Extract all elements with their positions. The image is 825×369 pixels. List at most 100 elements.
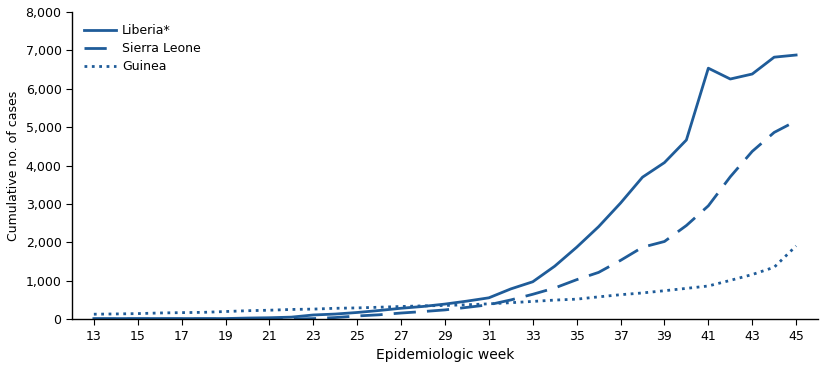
Guinea [440, 303, 450, 308]
Sierra Leone [594, 270, 604, 275]
Liberia* [769, 55, 779, 59]
Guinea [506, 300, 516, 305]
Guinea [528, 299, 538, 304]
Guinea [396, 304, 406, 309]
Sierra Leone [177, 317, 186, 321]
Liberia* [330, 312, 340, 316]
Liberia* [309, 313, 318, 317]
Liberia* [549, 264, 559, 268]
Legend: Liberia*, Sierra Leone, Guinea: Liberia*, Sierra Leone, Guinea [78, 18, 207, 80]
Liberia* [133, 316, 143, 321]
Sierra Leone [681, 223, 691, 228]
Liberia* [704, 66, 714, 70]
Liberia* [725, 77, 735, 81]
Sierra Leone [286, 317, 296, 321]
Liberia* [396, 306, 406, 310]
Guinea [177, 310, 186, 315]
Sierra Leone [111, 317, 120, 321]
Guinea [704, 284, 714, 288]
Sierra Leone [243, 317, 252, 321]
Guinea [243, 308, 252, 313]
Liberia* [265, 315, 275, 320]
Guinea [220, 309, 230, 314]
Guinea [747, 272, 757, 277]
Sierra Leone [133, 317, 143, 321]
Sierra Leone [572, 277, 582, 282]
Liberia* [506, 287, 516, 291]
Guinea [309, 307, 318, 311]
Guinea [725, 278, 735, 283]
Sierra Leone [199, 317, 209, 321]
Line: Guinea: Guinea [94, 246, 796, 314]
Sierra Leone [484, 303, 494, 307]
Liberia* [199, 316, 209, 321]
Liberia* [111, 316, 120, 321]
Guinea [418, 304, 428, 308]
Guinea [659, 289, 669, 293]
Line: Liberia*: Liberia* [94, 55, 796, 318]
Liberia* [747, 72, 757, 76]
Guinea [155, 311, 165, 315]
Guinea [265, 308, 275, 313]
Sierra Leone [309, 316, 318, 321]
Liberia* [681, 138, 691, 142]
Sierra Leone [375, 313, 384, 317]
Sierra Leone [615, 258, 625, 263]
Guinea [791, 244, 801, 248]
Guinea [681, 286, 691, 290]
Sierra Leone [549, 286, 559, 290]
Liberia* [243, 316, 252, 320]
Guinea [462, 303, 472, 307]
Guinea [89, 312, 99, 317]
Guinea [549, 298, 559, 302]
Liberia* [572, 245, 582, 249]
X-axis label: Epidemiologic week: Epidemiologic week [376, 348, 514, 362]
Sierra Leone [791, 119, 801, 123]
Sierra Leone [155, 317, 165, 321]
Liberia* [484, 296, 494, 300]
Sierra Leone [462, 305, 472, 310]
Sierra Leone [769, 130, 779, 135]
Sierra Leone [418, 309, 428, 314]
Guinea [769, 265, 779, 269]
Liberia* [528, 280, 538, 284]
Liberia* [638, 175, 648, 179]
Liberia* [155, 316, 165, 321]
Sierra Leone [265, 317, 275, 321]
Liberia* [440, 302, 450, 306]
Guinea [638, 291, 648, 295]
Liberia* [615, 201, 625, 205]
Guinea [594, 294, 604, 299]
Sierra Leone [747, 149, 757, 154]
Sierra Leone [396, 311, 406, 315]
Sierra Leone [89, 317, 99, 321]
Liberia* [89, 316, 99, 321]
Guinea [111, 312, 120, 316]
Liberia* [659, 161, 669, 165]
Sierra Leone [330, 315, 340, 320]
Guinea [352, 306, 362, 310]
Liberia* [462, 299, 472, 303]
Guinea [330, 306, 340, 310]
Guinea [572, 297, 582, 301]
Sierra Leone [220, 317, 230, 321]
Sierra Leone [659, 239, 669, 244]
Liberia* [594, 224, 604, 229]
Guinea [199, 310, 209, 314]
Sierra Leone [352, 314, 362, 318]
Sierra Leone [704, 204, 714, 208]
Sierra Leone [506, 298, 516, 302]
Guinea [286, 307, 296, 312]
Sierra Leone [725, 175, 735, 179]
Guinea [484, 301, 494, 306]
Guinea [133, 311, 143, 316]
Guinea [615, 293, 625, 297]
Sierra Leone [638, 245, 648, 249]
Sierra Leone [440, 308, 450, 312]
Guinea [375, 305, 384, 310]
Liberia* [375, 308, 384, 313]
Liberia* [286, 315, 296, 319]
Liberia* [352, 310, 362, 315]
Y-axis label: Cumulative no. of cases: Cumulative no. of cases [7, 90, 20, 241]
Line: Sierra Leone: Sierra Leone [94, 121, 796, 319]
